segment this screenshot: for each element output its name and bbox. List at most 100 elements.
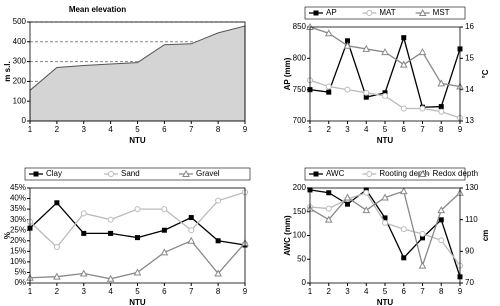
x-tick-label: 8 <box>439 125 444 134</box>
y-tick-label: 10% <box>10 257 26 266</box>
marker <box>188 215 194 221</box>
y-axis-label: AP (mm) <box>283 57 292 90</box>
marker <box>161 206 168 213</box>
y2-tick-label: 110 <box>465 215 478 224</box>
x-tick-label: 6 <box>162 287 167 296</box>
y-tick-label: 30% <box>10 215 26 224</box>
marker <box>363 189 370 196</box>
marker <box>53 244 60 251</box>
y-tick-label: 200 <box>13 77 27 86</box>
marker <box>33 171 39 177</box>
marker <box>134 206 141 213</box>
marker <box>438 237 445 244</box>
x-tick-label: 5 <box>383 287 388 296</box>
area <box>29 25 246 122</box>
series-line <box>309 79 461 119</box>
y-tick-label: 0% <box>14 278 26 287</box>
marker <box>325 205 332 212</box>
y-tick-label: 700 <box>293 116 307 125</box>
x-axis-label: NTU <box>377 136 394 145</box>
y-tick-label: 200 <box>293 183 307 192</box>
y-tick-label: 300 <box>13 57 27 66</box>
marker <box>343 193 352 201</box>
marker <box>325 83 332 90</box>
y2-tick-label: 90 <box>465 246 474 255</box>
y-tick-label: 100 <box>293 231 307 240</box>
series-line <box>309 26 461 88</box>
marker <box>79 269 88 277</box>
x-axis-label: NTU <box>129 136 146 145</box>
marker <box>419 230 426 237</box>
y-tick-label: 20% <box>10 236 26 245</box>
legend-label: Rooting depth <box>379 169 429 178</box>
y-axis-label: AWC (mm) <box>283 215 292 256</box>
y-tick-label: 400 <box>13 37 27 46</box>
legend-label: Sand <box>121 169 140 178</box>
y-axis-label: m s.l. <box>3 61 12 81</box>
x-tick-label: 7 <box>189 125 194 134</box>
marker <box>133 268 142 276</box>
series-line <box>309 191 461 266</box>
y-tick-label: 40% <box>10 194 26 203</box>
marker <box>382 92 388 99</box>
y-tick-label: 750 <box>293 85 307 94</box>
legend-label: MST <box>433 8 450 17</box>
y-axis-label: % <box>3 232 12 239</box>
marker <box>382 90 388 96</box>
x-tick-label: 3 <box>82 287 87 296</box>
y-tick-label: 50 <box>297 254 306 263</box>
y-tick-label: 25% <box>10 225 26 234</box>
x-tick-label: 2 <box>55 125 60 134</box>
marker <box>401 255 407 261</box>
marker <box>363 94 369 100</box>
marker <box>161 227 167 233</box>
marker <box>108 230 114 236</box>
marker <box>187 236 196 244</box>
marker <box>401 35 407 41</box>
legend-box <box>24 167 251 181</box>
x-tick-label: 7 <box>420 287 425 296</box>
y2-tick-label: 14 <box>465 85 474 94</box>
x-tick-label: 9 <box>243 287 248 296</box>
marker <box>400 226 407 233</box>
marker <box>381 193 389 201</box>
marker <box>345 201 350 207</box>
x-tick-label: 2 <box>327 125 332 134</box>
plot-frame <box>309 187 461 284</box>
marker <box>135 235 140 241</box>
x-axis-label: NTU <box>129 298 146 306</box>
x-tick-label: 9 <box>458 287 463 296</box>
marker <box>362 44 371 52</box>
chart-title: Mean elevation <box>69 5 126 14</box>
marker <box>418 8 427 16</box>
marker <box>362 206 371 214</box>
marker <box>313 171 319 177</box>
x-tick-label: 4 <box>364 125 369 134</box>
marker <box>437 206 446 214</box>
marker <box>382 219 388 226</box>
marker <box>399 187 408 195</box>
y-tick-label: 850 <box>293 22 307 31</box>
marker <box>366 171 373 177</box>
marker <box>438 217 444 223</box>
marker <box>437 79 446 87</box>
series-line <box>309 190 461 268</box>
marker <box>419 105 426 112</box>
marker <box>324 29 333 37</box>
x-tick-label: 9 <box>243 125 248 134</box>
marker <box>345 38 350 44</box>
x-tick-label: 1 <box>308 125 313 134</box>
marker <box>160 248 169 256</box>
y-tick-label: 0 <box>302 278 307 287</box>
x-tick-label: 1 <box>28 125 33 134</box>
marker <box>363 89 370 96</box>
marker <box>326 89 332 95</box>
y2-axis-label: cm <box>481 230 490 242</box>
marker <box>382 215 388 221</box>
marker <box>381 48 389 56</box>
marker <box>53 272 61 280</box>
x-tick-label: 5 <box>135 287 140 296</box>
marker <box>214 269 222 277</box>
marker <box>80 210 87 217</box>
y2-axis-label: °C <box>481 69 490 78</box>
